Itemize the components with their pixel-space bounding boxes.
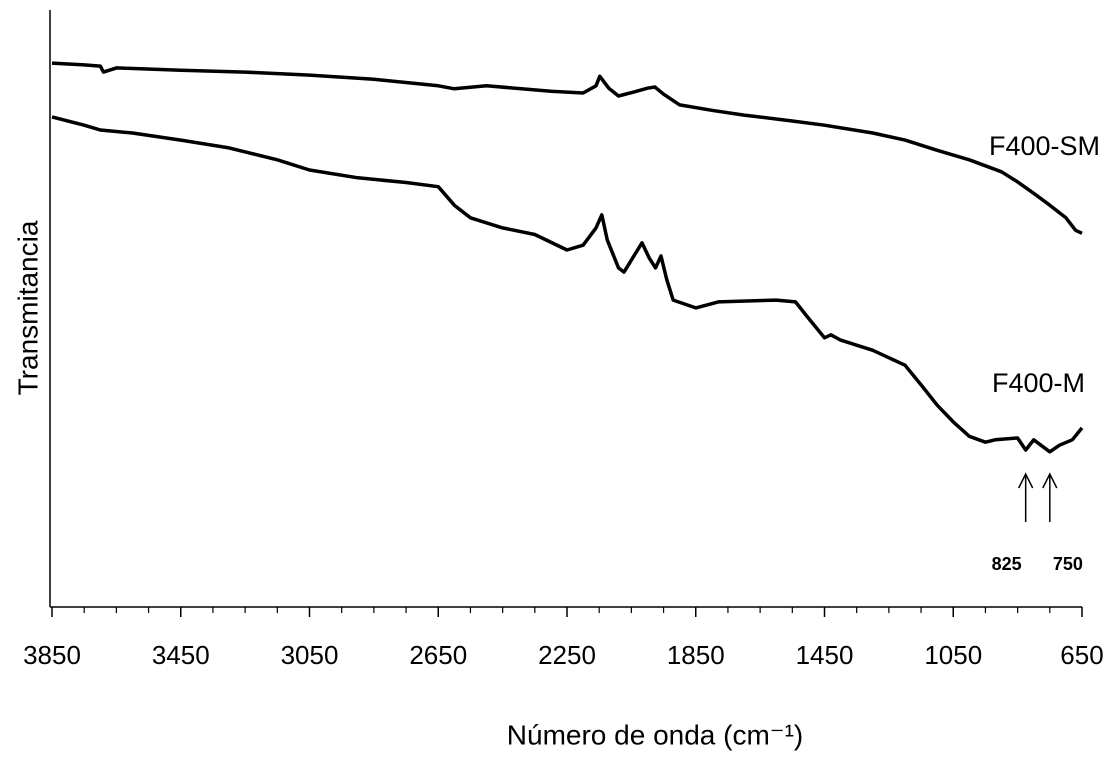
series-label: F400-SM [989,131,1100,161]
arrow-head [1018,472,1034,489]
x-tick-label: 1050 [924,640,982,670]
x-tick-label: 3850 [23,640,81,670]
line-series [51,61,1083,235]
x-tick-label: 1850 [667,640,725,670]
x-tick-label: 3050 [281,640,339,670]
x-tick-label: 1450 [796,640,854,670]
line-series [51,115,1084,454]
x-tick-label: 3450 [152,640,210,670]
x-tick-label: 2650 [409,640,467,670]
annotation: 750 [1053,554,1083,574]
x-tick-label: 650 [1060,640,1103,670]
x-axis-title: Número de onda (cm⁻¹) [507,719,803,750]
arrow-head [1042,472,1058,489]
y-axis-title: Transmitancia [12,220,43,395]
series-label: F400-M [992,368,1085,398]
x-tick-label: 2250 [538,640,596,670]
annotation: 825 [992,554,1022,574]
